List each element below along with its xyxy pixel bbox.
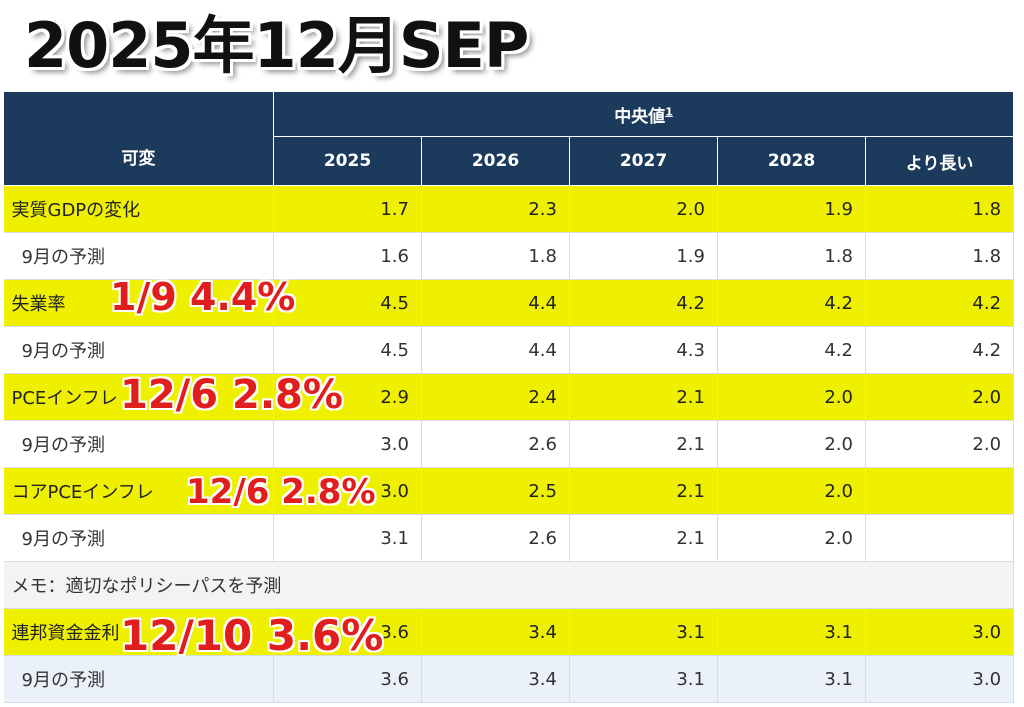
table-cell: 4.5 xyxy=(273,326,422,374)
table-cell: 2.0 xyxy=(717,514,866,562)
sep-projection-table: 可変 中央値1 2025 2026 2027 2028 より長い 実質GDPの変… xyxy=(3,91,1015,703)
table-cell xyxy=(865,514,1015,562)
table-cell: 3.1 xyxy=(569,655,718,703)
table-cell: 3.0 xyxy=(865,608,1015,656)
table-cell: 3.1 xyxy=(273,514,422,562)
year-column-header: 2026 xyxy=(421,136,570,186)
table-cell: 2.9 xyxy=(273,373,422,421)
year-column-header: 2027 xyxy=(569,136,718,186)
table-cell: 1.8 xyxy=(421,232,570,280)
row-label: 実質GDPの変化 xyxy=(3,185,274,233)
page-title: 2025年12月SEP xyxy=(24,9,529,82)
table-cell: 1.8 xyxy=(865,232,1015,280)
table-cell: 4.2 xyxy=(717,326,866,374)
table-cell: 3.0 xyxy=(865,655,1015,703)
table-cell: 2.0 xyxy=(717,420,866,468)
row-label: PCEインフレ xyxy=(3,373,274,421)
table-cell: 2.3 xyxy=(421,185,570,233)
table-cell: 2.0 xyxy=(717,467,866,515)
table-cell: 3.0 xyxy=(273,420,422,468)
table-cell: 2.1 xyxy=(569,420,718,468)
table-cell: 4.2 xyxy=(865,326,1015,374)
table-cell: 2.0 xyxy=(717,373,866,421)
table-cell: 1.8 xyxy=(865,185,1015,233)
table-cell: 4.3 xyxy=(569,326,718,374)
table-cell: 3.6 xyxy=(273,655,422,703)
longer-run-column-header: より長い xyxy=(864,136,1015,186)
table-row-pce-inflation: PCEインフレ 2.9 2.4 2.1 2.0 2.0 xyxy=(3,373,1015,421)
table-cell: 2.6 xyxy=(421,514,570,562)
table-row-memo: メモ：適切なポリシーパスを予測 xyxy=(3,561,1015,609)
table-cell: 3.4 xyxy=(421,655,570,703)
table-cell: 2.0 xyxy=(865,373,1015,421)
variable-column-header: 可変 xyxy=(3,91,274,186)
median-group-header: 中央値1 xyxy=(272,91,1015,137)
year-column-header: 2025 xyxy=(273,136,422,186)
row-label: 9月の予測 xyxy=(3,326,274,374)
table-row-september-projection: 9月の予測 4.5 4.4 4.3 4.2 4.2 xyxy=(3,326,1015,374)
table-cell: 1.9 xyxy=(569,232,718,280)
table-cell: 4.5 xyxy=(273,279,422,327)
row-label: 失業率 xyxy=(3,279,274,327)
table-row-unemployment: 失業率 4.5 4.4 4.2 4.2 4.2 xyxy=(3,279,1015,327)
table-cell: 4.2 xyxy=(865,279,1015,327)
row-label: 連邦資金金利 xyxy=(3,608,274,656)
table-cell: 1.8 xyxy=(717,232,866,280)
table-cell: 3.0 xyxy=(273,467,422,515)
row-label: 9月の予測 xyxy=(3,514,274,562)
row-label: 9月の予測 xyxy=(3,420,274,468)
table-cell: 3.1 xyxy=(569,608,718,656)
table-cell: 4.4 xyxy=(421,279,570,327)
footnote-link[interactable]: 1 xyxy=(665,104,673,118)
table-cell: 1.6 xyxy=(273,232,422,280)
table-row-september-projection: 9月の予測 3.1 2.6 2.1 2.0 xyxy=(3,514,1015,562)
row-label: コアPCEインフレ xyxy=(3,467,274,515)
table-cell: 3.4 xyxy=(421,608,570,656)
table-row-core-pce-inflation: コアPCEインフレ 3.0 2.5 2.1 2.0 xyxy=(3,467,1015,515)
row-label: 9月の予測 xyxy=(3,232,274,280)
table-cell: 2.1 xyxy=(569,373,718,421)
row-label: 9月の予測 xyxy=(3,655,274,703)
table-cell: 4.4 xyxy=(421,326,570,374)
table-cell: 4.2 xyxy=(569,279,718,327)
table-row-september-projection: 9月の予測 1.6 1.8 1.9 1.8 1.8 xyxy=(3,232,1015,280)
table-row-september-projection: 9月の予測 3.0 2.6 2.1 2.0 2.0 xyxy=(3,420,1015,468)
table-cell: 1.7 xyxy=(273,185,422,233)
table-cell xyxy=(865,467,1015,515)
annotation-core-pce: 12/6 2.8% xyxy=(186,472,376,512)
table-row-real-gdp: 実質GDPの変化 1.7 2.3 2.0 1.9 1.8 xyxy=(3,185,1015,233)
memo-label: メモ：適切なポリシーパスを予測 xyxy=(3,561,1015,609)
table-row-fed-funds-rate: 連邦資金金利 3.6 3.4 3.1 3.1 3.0 xyxy=(3,608,1015,656)
table-cell: 2.1 xyxy=(569,514,718,562)
table-cell: 3.6 xyxy=(273,608,422,656)
table-cell: 1.9 xyxy=(717,185,866,233)
annotation-unemployment: 1/9 4.4% xyxy=(110,275,296,319)
table-cell: 2.0 xyxy=(569,185,718,233)
annotation-pce: 12/6 2.8% xyxy=(120,372,343,418)
table-cell: 2.4 xyxy=(421,373,570,421)
table-cell: 3.1 xyxy=(717,608,866,656)
table-cell: 2.5 xyxy=(421,467,570,515)
table-cell: 2.0 xyxy=(865,420,1015,468)
table-cell: 3.1 xyxy=(717,655,866,703)
table-cell: 2.6 xyxy=(421,420,570,468)
annotation-fed-funds: 12/10 3.6% xyxy=(120,611,384,660)
year-column-header: 2028 xyxy=(717,136,866,186)
table-row-september-projection: 9月の予測 3.6 3.4 3.1 3.1 3.0 xyxy=(3,655,1015,703)
table-cell: 2.1 xyxy=(569,467,718,515)
table-cell: 4.2 xyxy=(717,279,866,327)
